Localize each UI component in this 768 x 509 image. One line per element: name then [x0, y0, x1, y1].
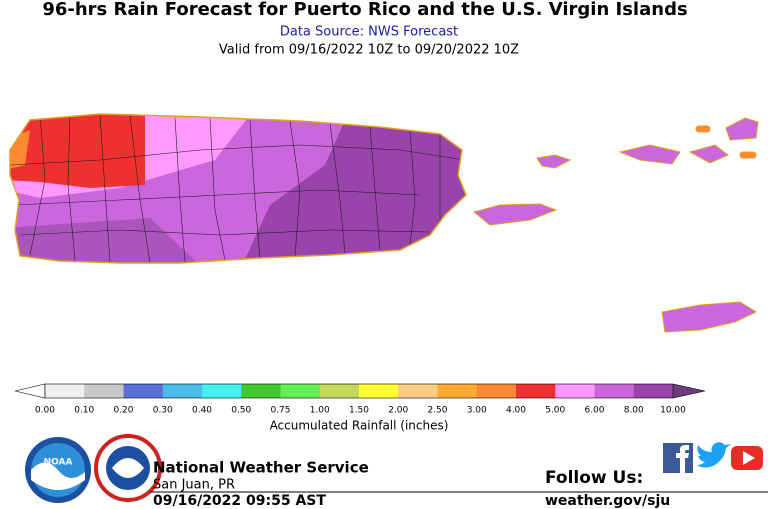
issued: 09/16/2022 09:55 AST [153, 493, 326, 509]
colorbar-bin [437, 384, 478, 398]
logo-text: NOAA [44, 458, 73, 468]
colorbar-label: 6.00 [584, 406, 604, 416]
colorbar-bin [633, 384, 674, 398]
colorbar-label: 1.50 [349, 406, 369, 416]
colorbar-label: 3.00 [467, 406, 487, 416]
colorbar-bin [555, 384, 595, 398]
colorbar-bin [84, 384, 124, 398]
colorbar-label: 8.00 [624, 406, 644, 416]
colorbar-bin [162, 384, 203, 398]
noaa-logo: NOAA [25, 437, 91, 503]
colorbar-label: 10.00 [660, 406, 686, 416]
nws-logo [94, 434, 162, 502]
colorbar-label: 0.00 [35, 406, 55, 416]
map [9, 113, 759, 333]
colorbar-label: 0.50 [231, 406, 251, 416]
subtitle: Data Source: NWS Forecast [280, 25, 458, 40]
colorbar-label: 0.30 [153, 406, 173, 416]
colorbar-bin [476, 384, 517, 398]
colorbar-label: 2.50 [427, 406, 447, 416]
colorbar-title: Accumulated Rainfall (inches) [270, 419, 449, 433]
colorbar-bin [398, 384, 438, 398]
colorbar-bin [319, 384, 360, 398]
valid-time: Valid from 09/16/2022 10Z to 09/20/2022 … [219, 43, 519, 58]
colorbar-label: 2.00 [388, 406, 408, 416]
colorbar-label: 0.10 [74, 406, 94, 416]
colorbar: 0.00 0.10 0.20 0.30 0.40 0.50 0.75 1.00 1.50 2.00… [14, 383, 706, 416]
colorbar-bin [45, 384, 85, 398]
colorbar-label: 0.75 [270, 406, 290, 416]
colorbar-bin [280, 384, 321, 398]
colorbar-bin [123, 384, 164, 398]
colorbar-over [672, 383, 706, 399]
colorbar-label: 1.00 [310, 406, 330, 416]
title: 96-hrs Rain Forecast for Puerto Rico and… [42, 0, 687, 20]
url[interactable]: weather.gov/sju [545, 493, 670, 509]
colorbar-bin [241, 384, 281, 398]
colorbar-bin [202, 384, 242, 398]
follow: Follow Us: [545, 468, 643, 488]
twitter-icon[interactable] [697, 442, 731, 468]
colorbar-under [14, 383, 46, 399]
colorbar-bin [594, 384, 635, 398]
colorbar-bin [359, 384, 399, 398]
colorbar-label: 5.00 [545, 406, 565, 416]
colorbar-label: 4.00 [506, 406, 526, 416]
org-name: National Weather Service [153, 459, 369, 477]
colorbar-label: 0.40 [192, 406, 212, 416]
colorbar-bin [516, 384, 556, 398]
colorbar-label: 0.20 [113, 406, 133, 416]
office: San Juan, PR [153, 478, 235, 493]
colorbar-frame [44, 383, 674, 399]
